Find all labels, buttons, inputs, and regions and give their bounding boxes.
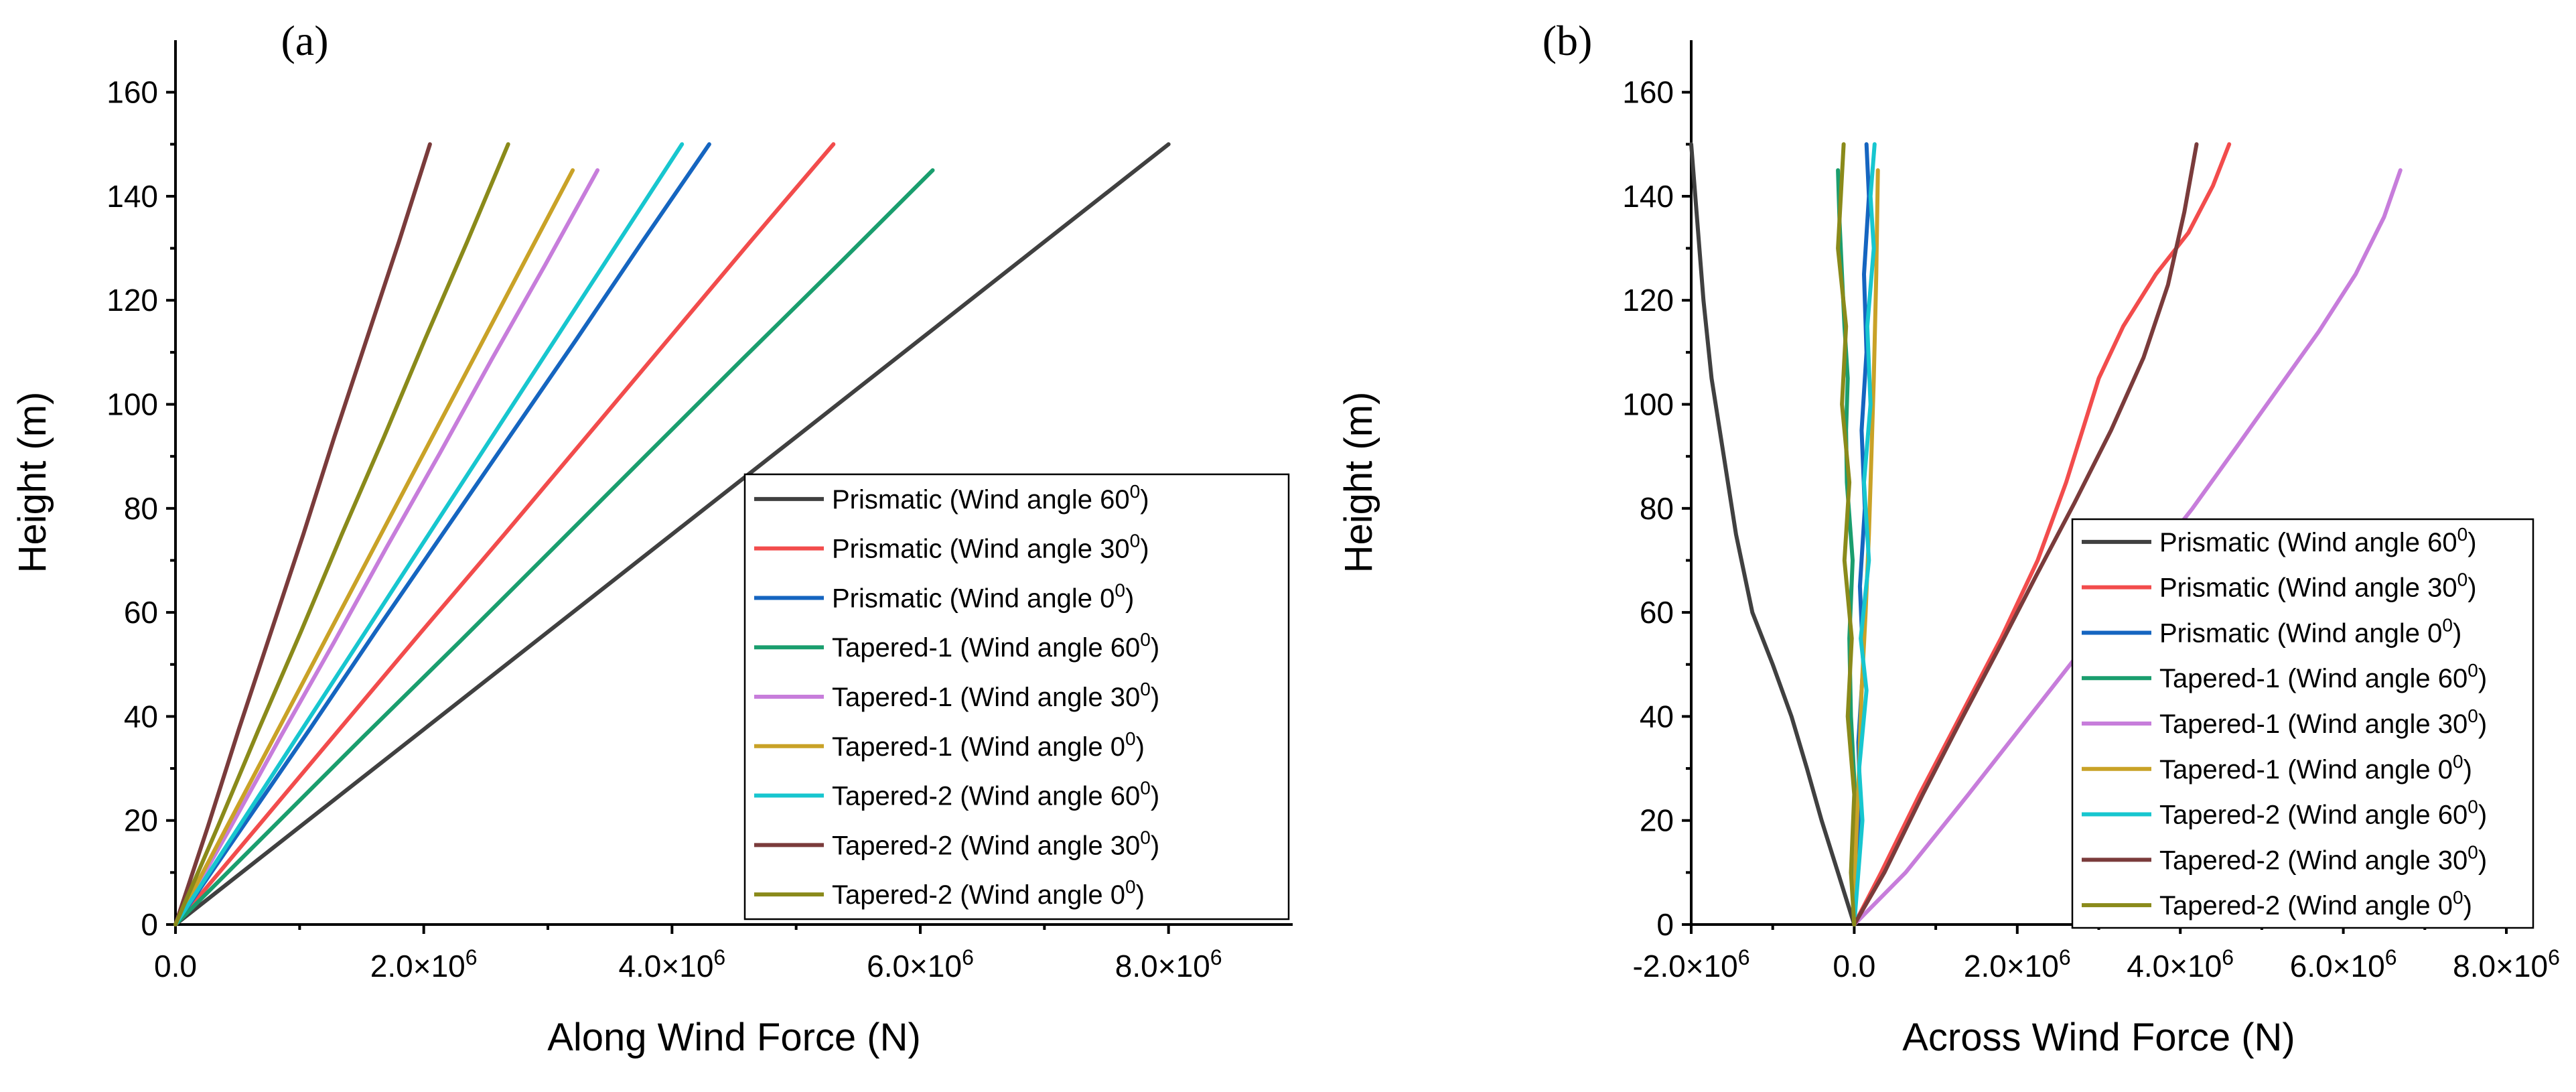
y-tick-label: 20 — [124, 803, 158, 838]
y-tick-label: 0 — [141, 907, 158, 942]
legend-entry: Tapered-1 (Wind angle 300) — [832, 679, 1159, 712]
legend-entry: Tapered-2 (Wind angle 300) — [832, 827, 1159, 860]
y-tick-label: 120 — [1622, 283, 1674, 318]
legend-entry: Tapered-1 (Wind angle 600) — [832, 629, 1159, 663]
series-line-8 — [173, 142, 510, 927]
series-line-6 — [173, 142, 685, 927]
series-line-3 — [173, 168, 935, 927]
series-line-1 — [173, 142, 836, 927]
x-tick-label: 0.0 — [1833, 949, 1875, 983]
legend-entry: Prismatic (Wind angle 300) — [2159, 569, 2477, 603]
y-tick-label: 40 — [1640, 699, 1674, 734]
y-tick-label: 80 — [124, 491, 158, 526]
series-line-0 — [1689, 142, 1857, 927]
legend-entry: Tapered-2 (Wind angle 00) — [832, 876, 1145, 910]
series-line-1 — [1852, 142, 2232, 927]
y-tick-label: 140 — [1622, 179, 1674, 214]
chart-panel-1: (b) 0 20 40 60 80 100 120 140 160 -2.0×106 0.0 2.0×1… — [1337, 17, 2560, 1059]
y-tick-label: 160 — [106, 75, 158, 110]
legend-entry: Tapered-2 (Wind angle 300) — [2159, 841, 2487, 875]
y-tick-label: 60 — [124, 595, 158, 630]
legend-entry: Prismatic (Wind angle 300) — [832, 531, 1149, 564]
x-tick-label: 0.0 — [154, 949, 197, 983]
legend-entry: Tapered-1 (Wind angle 00) — [2159, 751, 2472, 784]
series-line-5 — [173, 168, 575, 927]
y-tick-label: 80 — [1640, 491, 1674, 526]
x-tick-label: 2.0×106 — [370, 945, 478, 983]
legend-entry: Prismatic (Wind angle 600) — [832, 481, 1149, 515]
legend-entry: Tapered-2 (Wind angle 00) — [2159, 887, 2472, 920]
series-line-7 — [173, 142, 432, 927]
panel-label: (a) — [281, 17, 328, 64]
legend-entry: Prismatic (Wind angle 00) — [832, 579, 1134, 613]
y-tick-label: 100 — [1622, 387, 1674, 422]
panel-label: (b) — [1543, 17, 1593, 64]
series-line-7 — [1852, 142, 2199, 927]
x-tick-label: 8.0×106 — [2453, 945, 2560, 983]
series-line-4 — [173, 168, 600, 927]
y-axis-label: Height (m) — [1337, 392, 1380, 573]
chart-panel-0: (a) 0 20 40 60 80 100 120 140 160 0.0 2.0×106 4.0×10… — [11, 17, 1293, 1059]
series-line-2 — [173, 142, 711, 927]
legend-entry: Tapered-1 (Wind angle 300) — [2159, 705, 2487, 739]
x-tick-label: 6.0×106 — [867, 945, 974, 983]
legend — [743, 473, 1290, 920]
x-tick-label: 8.0×106 — [1115, 945, 1222, 983]
legend-entry: Prismatic (Wind angle 00) — [2159, 614, 2461, 648]
x-tick-label: 4.0×106 — [2127, 945, 2234, 983]
y-tick-label: 100 — [106, 387, 158, 422]
y-tick-label: 20 — [1640, 803, 1674, 838]
series-line-4 — [1852, 168, 2403, 927]
y-tick-label: 140 — [106, 179, 158, 214]
x-tick-label: 4.0×106 — [618, 945, 725, 983]
y-tick-label: 160 — [1622, 75, 1674, 110]
y-axis-label: Height (m) — [11, 392, 54, 573]
series-line-6 — [1852, 142, 1877, 927]
series-line-0 — [173, 142, 1171, 927]
x-tick-label: -2.0×106 — [1632, 945, 1749, 983]
legend-entry: Tapered-2 (Wind angle 600) — [2159, 797, 2487, 830]
legend-entry: Tapered-1 (Wind angle 600) — [2159, 660, 2487, 693]
x-tick-label: 2.0×106 — [1964, 945, 2071, 983]
x-tick-label: 6.0×106 — [2290, 945, 2397, 983]
legend-entry: Prismatic (Wind angle 600) — [2159, 524, 2477, 557]
y-tick-label: 0 — [1656, 907, 1674, 942]
y-tick-label: 40 — [124, 699, 158, 734]
y-tick-label: 60 — [1640, 595, 1674, 630]
legend-entry: Tapered-1 (Wind angle 00) — [832, 728, 1145, 762]
x-axis-label: Along Wind Force (N) — [547, 1016, 921, 1059]
y-tick-label: 120 — [106, 283, 158, 318]
legend-entry: Tapered-2 (Wind angle 600) — [832, 778, 1159, 811]
x-axis-label: Across Wind Force (N) — [1902, 1016, 2295, 1059]
series-line-8 — [1836, 142, 1857, 927]
